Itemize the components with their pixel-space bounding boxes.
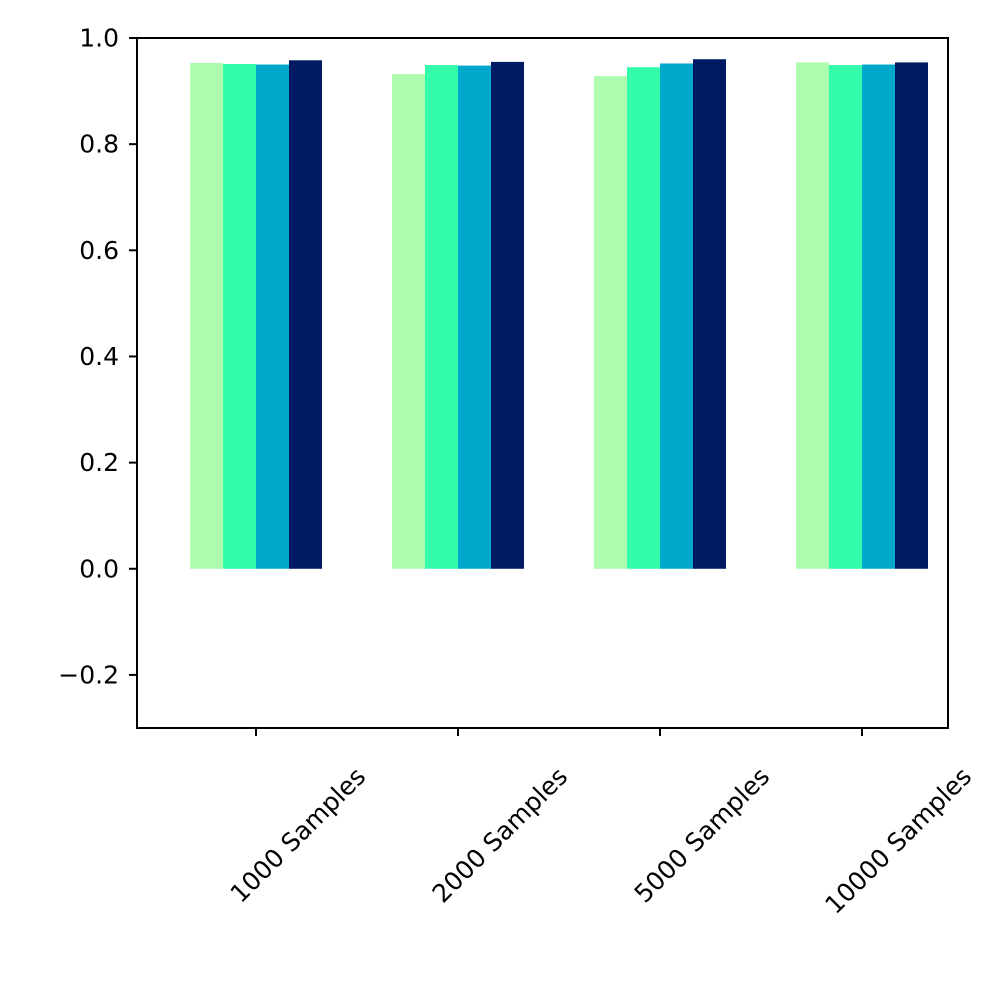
bar — [458, 65, 491, 569]
y-axis: −0.2 0.0 0.2 0.4 0.6 0.8 1.0 — [58, 24, 137, 689]
bar — [491, 61, 524, 569]
y-tick-label: 0.8 — [79, 130, 119, 159]
bar — [594, 76, 627, 569]
bar — [392, 74, 425, 569]
x-tick-label: 1000 Samples — [225, 762, 372, 909]
bar — [862, 64, 895, 569]
x-tick-label: 5000 Samples — [629, 762, 776, 909]
y-tick-label: 0.6 — [79, 236, 119, 265]
plot-frame — [136, 37, 949, 729]
y-tick-label: 0.0 — [79, 554, 119, 583]
bar — [895, 62, 928, 569]
x-axis: 1000 Samples 2000 Samples 5000 Samples 1000… — [225, 728, 977, 920]
bar — [627, 67, 660, 569]
bar — [425, 65, 458, 569]
bar — [660, 63, 693, 569]
y-tick-label: −0.2 — [58, 660, 119, 689]
bar — [190, 62, 223, 569]
bar — [829, 65, 862, 569]
y-tick-label: 0.4 — [79, 342, 119, 371]
bar — [223, 64, 256, 569]
bars-layer — [190, 59, 928, 569]
bar — [796, 62, 829, 569]
y-tick-label: 1.0 — [79, 24, 119, 53]
x-tick-label: 2000 Samples — [427, 762, 574, 909]
bar — [289, 60, 322, 569]
x-tick-label: 10000 Samples — [819, 762, 977, 920]
y-tick-label: 0.2 — [79, 448, 119, 477]
bar — [256, 64, 289, 569]
bar — [693, 59, 726, 569]
